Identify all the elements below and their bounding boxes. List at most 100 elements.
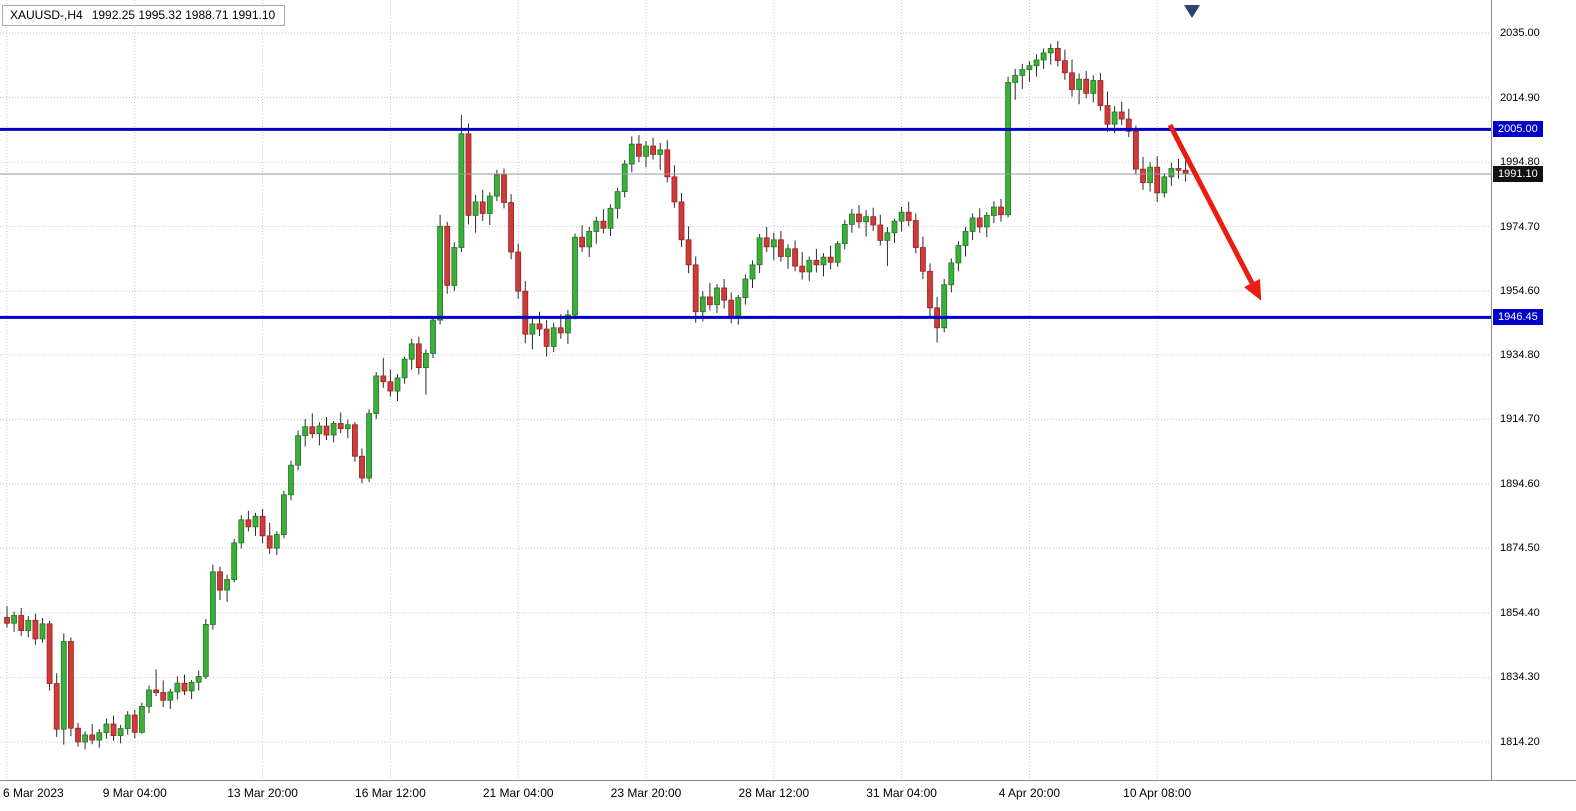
candle-body	[430, 319, 436, 354]
candle-body	[1133, 130, 1139, 170]
candle-body	[273, 534, 280, 549]
candle-body	[735, 297, 742, 317]
candle-body	[792, 248, 798, 267]
candle-body	[557, 327, 564, 334]
candle-body	[1069, 72, 1075, 90]
candle-body	[1175, 168, 1182, 171]
time-axis-label: 21 Mar 04:00	[482, 786, 554, 800]
candle-body	[927, 270, 933, 309]
chart-shift-marker-icon[interactable]	[1184, 5, 1200, 18]
candle-body	[1118, 111, 1125, 120]
time-axis[interactable]: 6 Mar 2023 9 Mar 04:00 13 Mar 20:00 16 Mar …	[0, 780, 1576, 811]
candle-body	[288, 464, 294, 496]
candle-body	[181, 682, 188, 692]
time-axis-label: 16 Mar 12:00	[355, 786, 426, 800]
candle-body	[1090, 80, 1097, 94]
ohlc-info-box: XAUUSD-,H4 1992.25 1995.32 1988.71 1991.…	[2, 5, 286, 26]
candle-body	[195, 676, 202, 683]
candle-body	[920, 247, 926, 272]
candle-body	[849, 213, 855, 225]
candle-body	[905, 211, 912, 221]
candle-body	[636, 143, 642, 157]
candle-body	[841, 223, 848, 245]
candle-body	[117, 728, 124, 736]
candle-body	[373, 375, 380, 414]
candle-body	[316, 425, 323, 435]
candle-body	[1104, 105, 1111, 125]
candle-body	[1168, 168, 1175, 178]
candle-body	[820, 256, 827, 266]
candle-body	[39, 623, 46, 640]
candle-body	[785, 248, 791, 257]
candle-body	[1062, 60, 1068, 74]
price-axis-label: 1874.50	[1500, 542, 1540, 555]
candle-body	[991, 206, 997, 216]
candle-body	[976, 217, 983, 228]
candle-body	[955, 245, 962, 264]
candle-body	[479, 201, 486, 214]
candle-body	[401, 358, 408, 379]
candle-body	[565, 314, 571, 334]
candle-body	[721, 287, 727, 301]
trend-arrow-head[interactable]	[1244, 278, 1262, 301]
candle-body	[962, 231, 969, 246]
candle-body	[167, 691, 174, 701]
price-axis-label: 1894.60	[1500, 477, 1540, 490]
candle-body	[1083, 78, 1090, 94]
candle-body	[827, 256, 834, 263]
price-axis-label: 1994.80	[1500, 156, 1540, 169]
candle-body	[579, 236, 585, 248]
candle-body	[458, 133, 465, 248]
candle-body	[252, 515, 259, 528]
candle-body	[671, 176, 678, 203]
candle-body	[451, 247, 458, 286]
candle-body	[572, 236, 578, 316]
candle-body	[870, 216, 877, 226]
candle-body	[714, 287, 720, 306]
candle-body	[188, 681, 195, 692]
candle-body	[231, 542, 238, 580]
candle-body	[529, 323, 536, 335]
candle-body	[607, 207, 614, 229]
candle-body	[1147, 166, 1153, 184]
candle-body	[32, 619, 39, 640]
price-axis-label: 2035.00	[1500, 27, 1540, 39]
candle-body	[1040, 52, 1047, 61]
candle-body	[536, 323, 543, 330]
price-level-badge: 1946.45	[1493, 309, 1543, 326]
candle-body	[472, 201, 479, 216]
candle-body	[664, 149, 671, 178]
candle-body	[259, 515, 266, 537]
candle-body	[543, 328, 550, 347]
candle-body	[778, 239, 784, 257]
chart-plot-area[interactable]	[0, 0, 1491, 780]
candle-body	[209, 571, 216, 625]
ohlc-values: 1992.25 1995.32 1988.71 1991.10	[91, 8, 276, 22]
candle-body	[295, 435, 302, 466]
candle-body	[508, 202, 515, 253]
candle-body	[465, 133, 472, 216]
candle-body	[586, 231, 593, 248]
trend-arrow-shaft[interactable]	[1167, 123, 1255, 285]
candle-body	[692, 264, 699, 313]
candle-body	[1047, 48, 1054, 54]
candle-body	[124, 714, 131, 729]
candle-body	[650, 145, 656, 155]
candle-body	[238, 519, 245, 544]
price-axis-label: 1974.70	[1500, 220, 1540, 233]
price-axis[interactable]: 2035.00 2014.90 1994.80 1974.70 1954.60 1934.…	[1491, 0, 1576, 780]
candle-body	[856, 213, 862, 223]
candle-body	[763, 237, 770, 248]
candle-body	[628, 143, 635, 165]
candle-body	[96, 732, 103, 741]
candle-body	[1140, 168, 1146, 184]
candle-body	[1076, 78, 1082, 90]
symbol-timeframe-label: XAUUSD-,H4	[10, 8, 83, 22]
price-axis-label: 1834.30	[1500, 671, 1540, 684]
candle-body	[160, 692, 167, 701]
candle-body	[103, 723, 110, 734]
candle-body	[1111, 111, 1118, 125]
candle-body	[522, 290, 529, 335]
candle-body	[110, 723, 117, 736]
candle-body	[408, 343, 415, 360]
